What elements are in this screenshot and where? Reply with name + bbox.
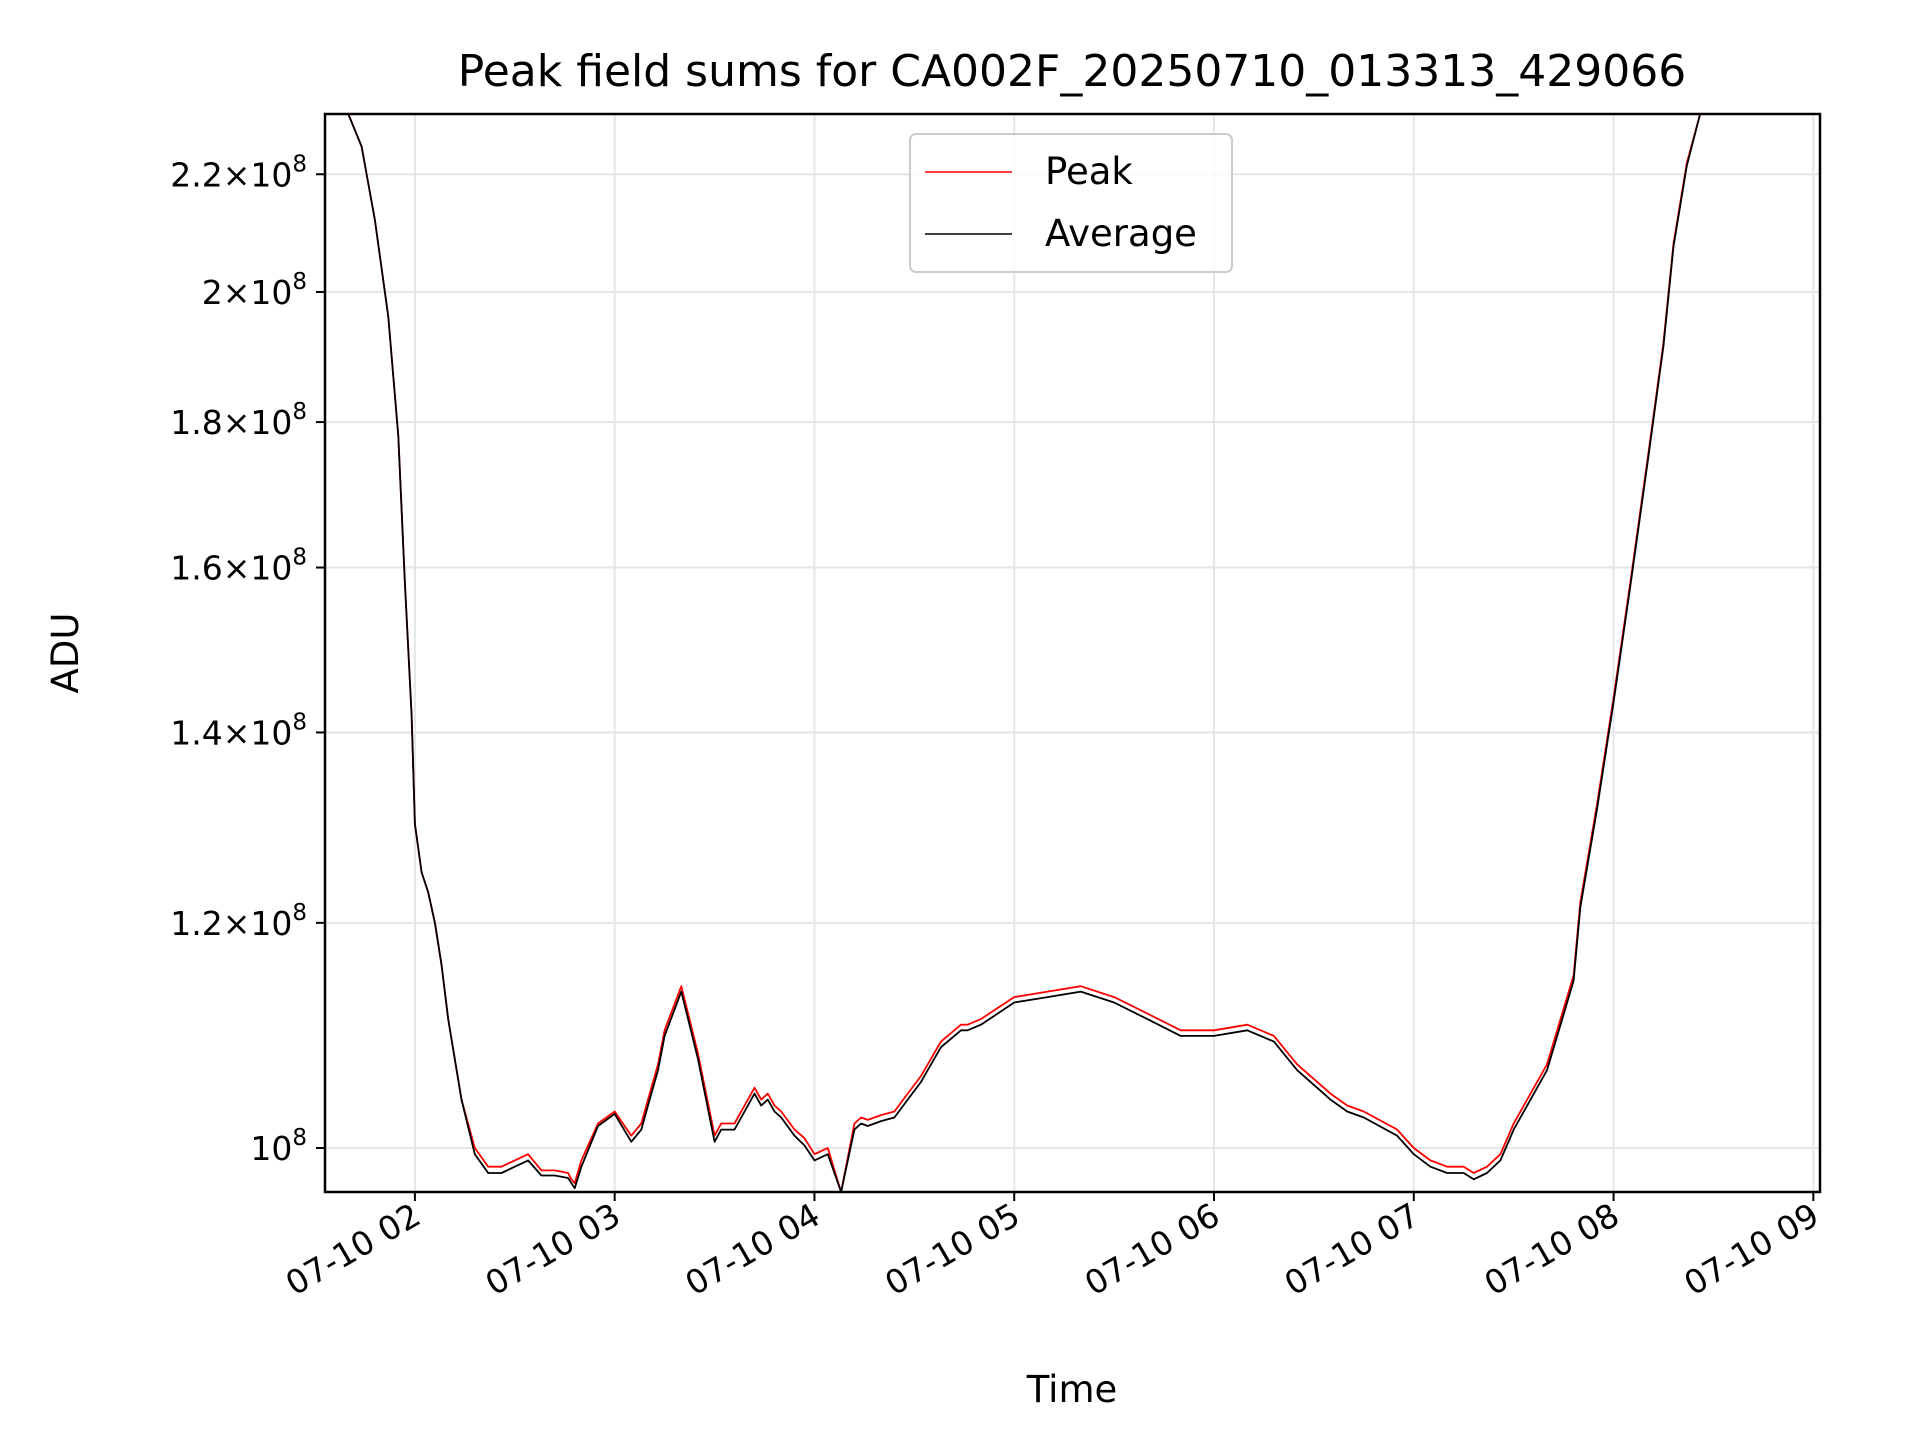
series-line-average (325, 113, 1820, 1193)
y-axis-label: ADU (44, 613, 87, 694)
y-tick-label: 1.4×108 (170, 709, 307, 752)
y-tick-label: 1.8×108 (170, 399, 307, 442)
y-tick-label: 108 (250, 1125, 307, 1168)
y-axis-ticks: 108 1.2×108 1.4×108 1.6×108 1.8×108 2×108 2.2×… (170, 151, 325, 1168)
y-tick-label: 1.6×108 (170, 545, 307, 588)
plot-frame (323, 112, 1822, 1194)
legend-box (909, 133, 1233, 273)
y-tick-label: 2×108 (202, 269, 307, 312)
y-tick-label: 1.2×108 (170, 900, 307, 943)
legend-label-peak: Peak (1045, 150, 1133, 193)
series-lines (325, 113, 1820, 1193)
gridlines (325, 114, 1820, 1192)
y-tick-label: 2.2×108 (170, 151, 307, 194)
legend-label-average: Average (1045, 212, 1197, 255)
chart-title: Peak field sums for CA002F_20250710_0133… (458, 46, 1686, 97)
x-axis-label: Time (1026, 1368, 1118, 1411)
legend: Peak Average (909, 133, 1233, 273)
